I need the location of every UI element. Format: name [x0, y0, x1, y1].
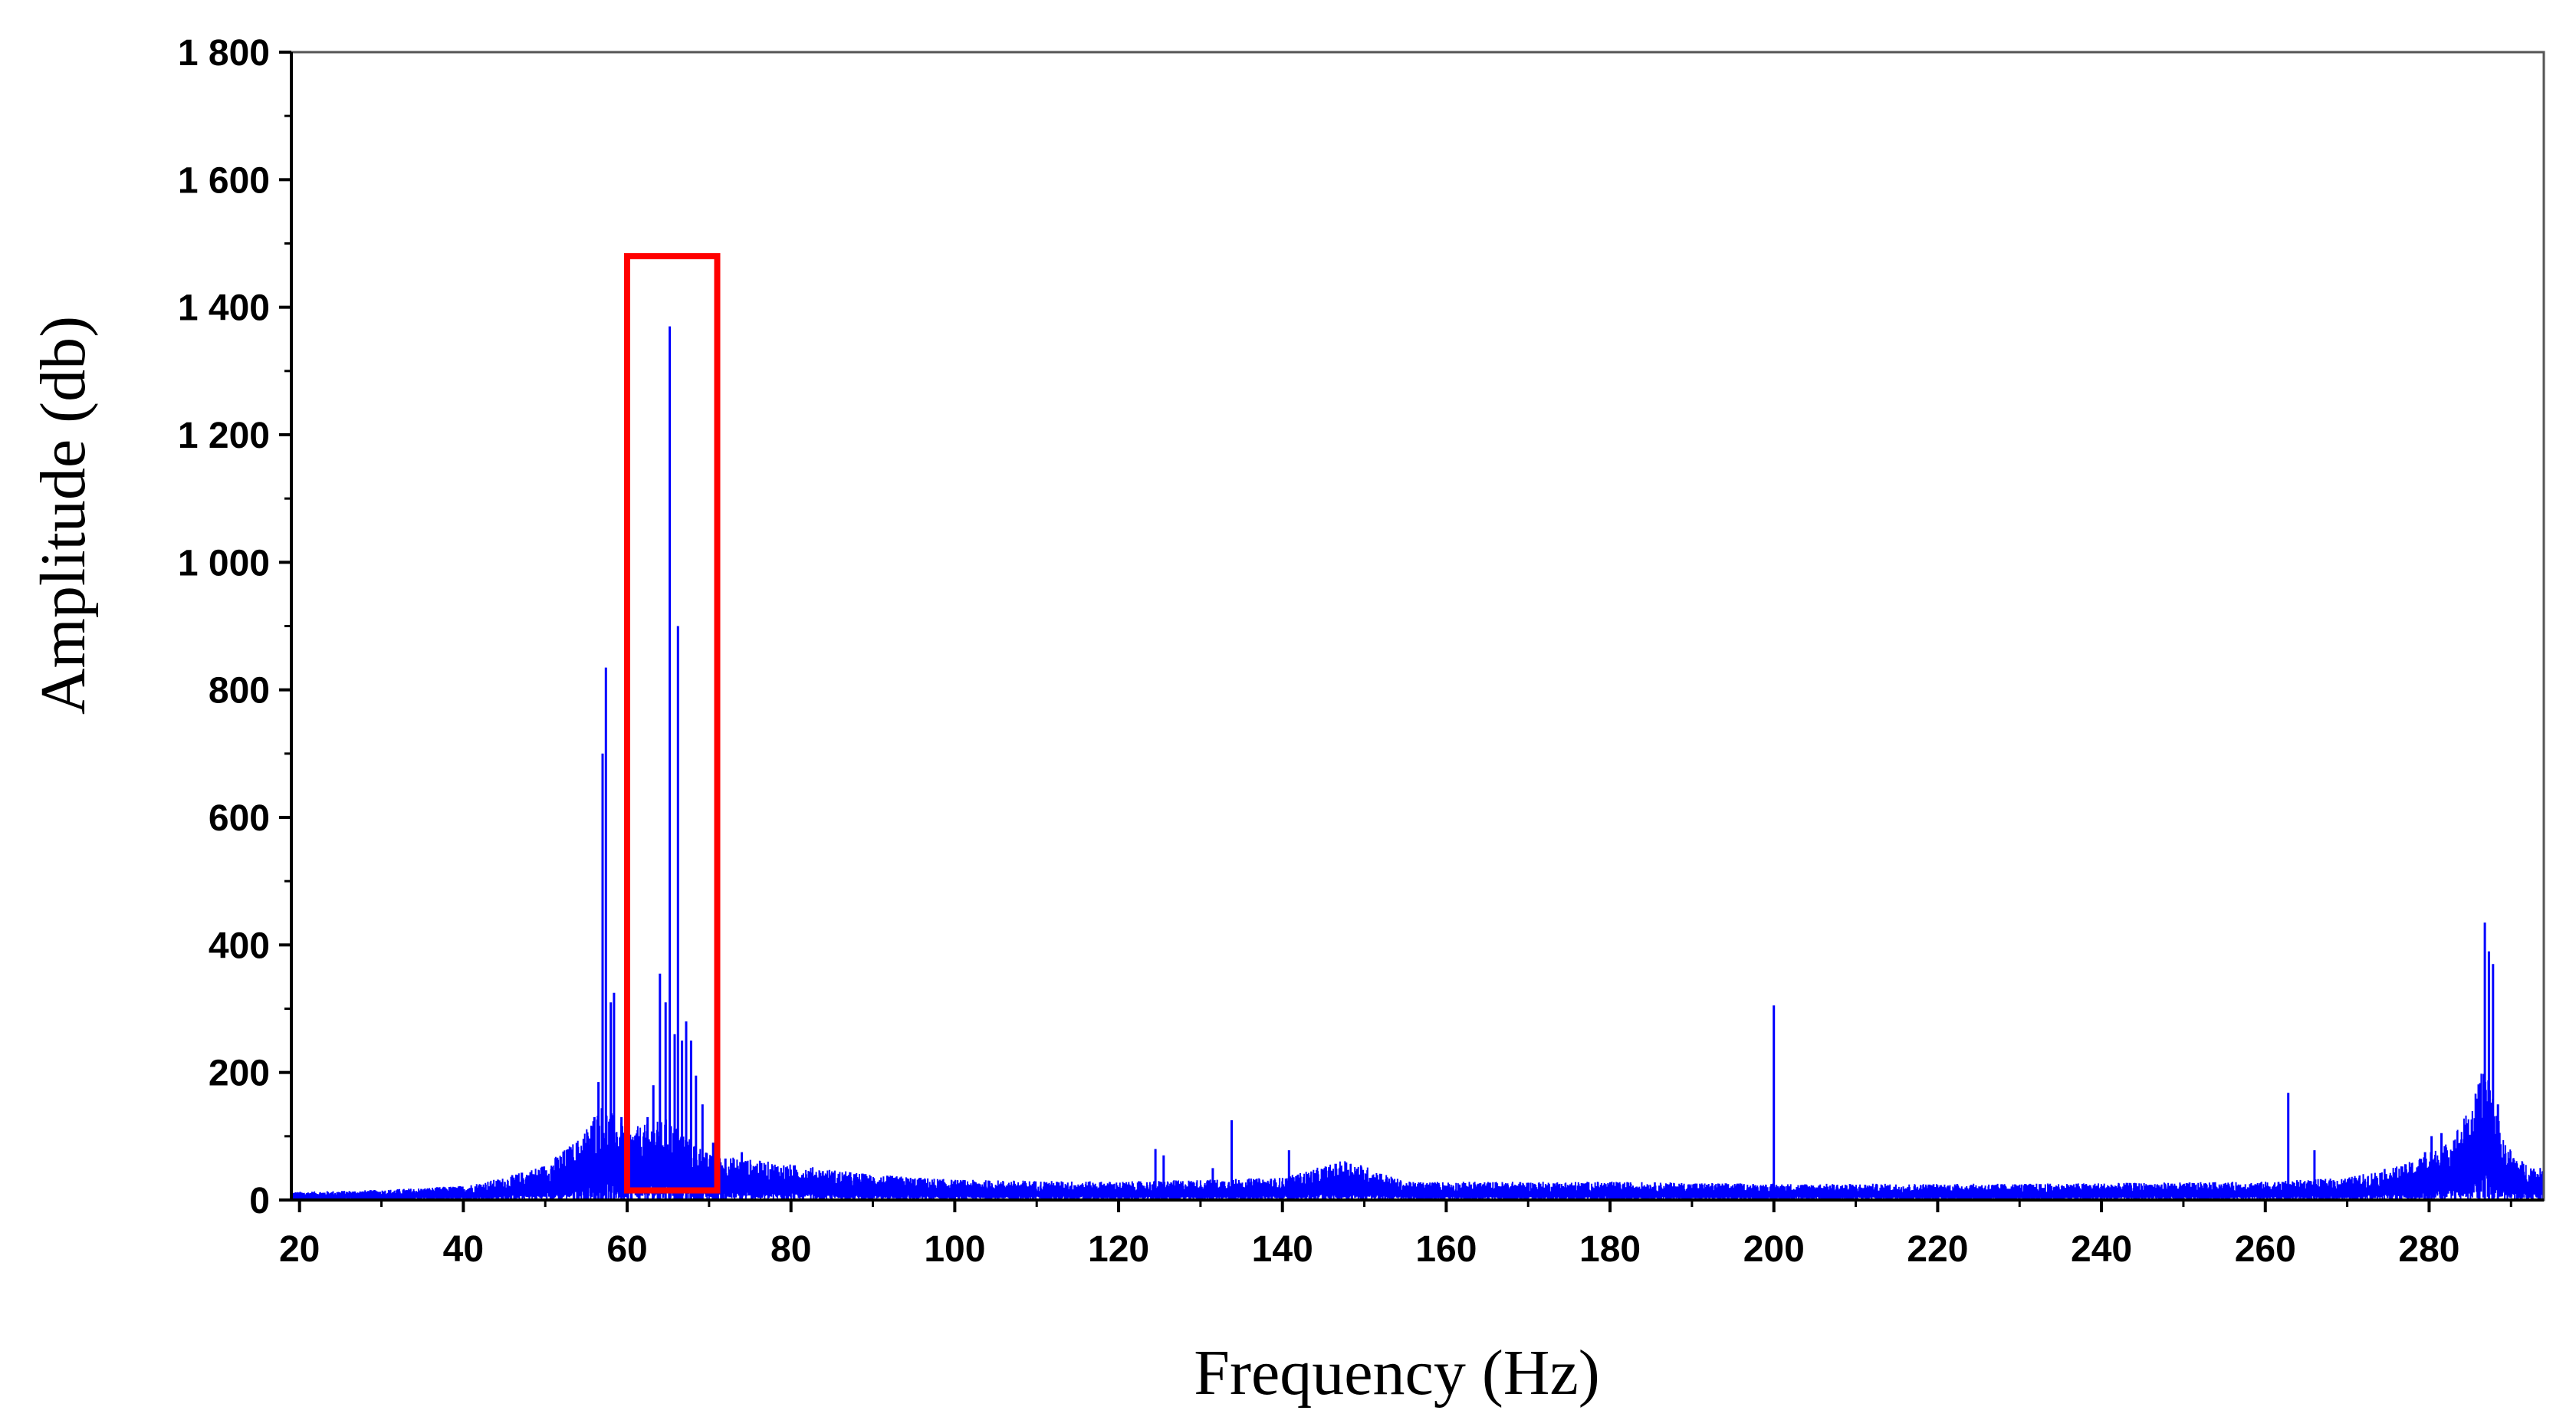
- x-tick-label: 20: [279, 1229, 320, 1270]
- y-tick-label: 1 000: [178, 543, 270, 584]
- x-tick-label: 140: [1252, 1229, 1313, 1270]
- y-tick-label: 800: [209, 671, 270, 712]
- x-tick-label: 160: [1415, 1229, 1477, 1270]
- y-tick-label: 200: [209, 1054, 270, 1094]
- x-tick-label: 280: [2398, 1229, 2459, 1270]
- y-axis-title: Amplitude (db): [28, 316, 99, 715]
- y-tick-label: 1 800: [178, 33, 270, 74]
- highlight-layer: [624, 253, 721, 1194]
- axis-layer: [279, 51, 2545, 1212]
- y-tick-label: 1 600: [178, 160, 270, 201]
- x-tick-label: 180: [1579, 1229, 1641, 1270]
- y-tick-label: 1 200: [178, 416, 270, 456]
- x-tick-label: 240: [2071, 1229, 2132, 1270]
- y-tick-label: 0: [249, 1181, 270, 1221]
- x-tick-label: 100: [924, 1229, 985, 1270]
- x-tick-label: 120: [1088, 1229, 1149, 1270]
- y-tick-label: 600: [209, 798, 270, 839]
- x-axis-title: Frequency (Hz): [1194, 1337, 1599, 1409]
- y-tick-label: 400: [209, 925, 270, 966]
- x-tick-label: 40: [443, 1229, 484, 1270]
- x-tick-label: 260: [2235, 1229, 2296, 1270]
- x-tick-label: 60: [606, 1229, 647, 1270]
- x-tick-label: 80: [770, 1229, 811, 1270]
- tick-label-layer: 0 200 400 600 800 1 000 1 200 1 400 1 600 1 800 20…: [178, 33, 2460, 1270]
- highlight-box: [624, 253, 721, 1194]
- x-tick-label: 220: [1907, 1229, 1968, 1270]
- y-tick-label: 1 400: [178, 288, 270, 329]
- series-layer: [291, 326, 2545, 1200]
- x-tick-label: 200: [1743, 1229, 1805, 1270]
